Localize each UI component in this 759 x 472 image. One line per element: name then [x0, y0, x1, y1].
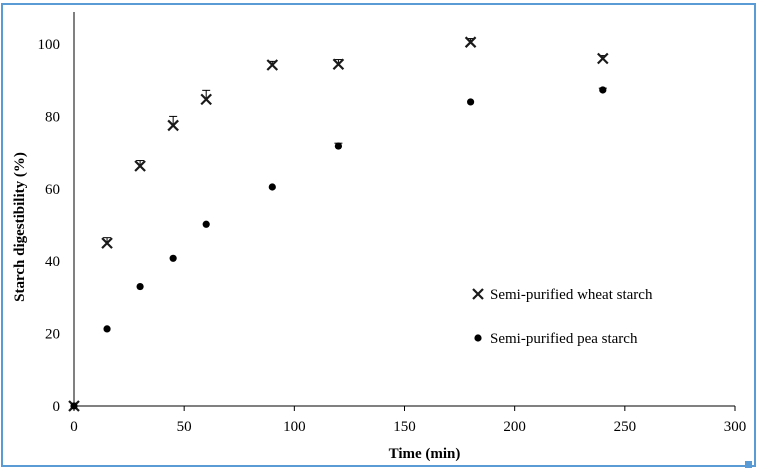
x-tick-label: 100 — [283, 419, 306, 435]
data-point-wheat — [266, 59, 279, 71]
data-point-wheat — [597, 52, 609, 65]
x-tick-label: 50 — [177, 419, 192, 435]
legend-marker-wheat — [472, 288, 484, 300]
x-tick-label: 150 — [393, 419, 416, 435]
y-tick-label: 60 — [45, 182, 60, 198]
data-point-pea — [202, 220, 210, 228]
data-point-pea — [467, 98, 475, 106]
legend-label-pea: Semi-purified pea starch — [490, 331, 638, 347]
legend-x-marker — [472, 288, 484, 300]
legend-label-wheat: Semi-purified wheat starch — [490, 287, 653, 303]
data-point-pea — [70, 402, 78, 410]
y-axis-title: Starch digestibility (%) — [12, 152, 28, 302]
x-tick-label: 250 — [614, 419, 637, 435]
data-point-wheat — [200, 93, 212, 106]
legend: Semi-purified wheat starch Semi-purified… — [472, 287, 653, 347]
error-bars — [103, 38, 607, 244]
y-tick-label: 20 — [45, 327, 60, 343]
resize-handle[interactable] — [745, 461, 752, 468]
frame-border — [1, 3, 756, 467]
data-point-wheat — [134, 160, 146, 172]
y-tick-label: 80 — [45, 109, 60, 125]
data-point-wheat — [464, 36, 477, 48]
data-point-pea — [169, 254, 177, 262]
legend-dot-marker — [474, 334, 482, 342]
data-point-wheat — [101, 237, 113, 249]
data-point-pea — [599, 86, 607, 94]
data-markers — [68, 36, 609, 412]
y-tick-label: 0 — [53, 399, 61, 415]
x-axis-ticks: 0 50 100 150 200 250 300 — [70, 406, 746, 435]
y-tick-label: 100 — [38, 37, 61, 53]
data-point-wheat — [167, 119, 179, 132]
data-point-pea — [103, 325, 111, 333]
y-axis-ticks: 0 20 40 60 80 100 — [38, 37, 61, 415]
y-tick-label: 40 — [45, 254, 60, 270]
x-tick-label: 300 — [724, 419, 747, 435]
x-tick-label: 200 — [503, 419, 526, 435]
x-axis-title: Time (min) — [389, 446, 461, 462]
legend-marker-pea — [474, 334, 482, 342]
x-tick-label: 0 — [70, 419, 78, 435]
data-point-pea — [136, 282, 144, 291]
data-point-wheat — [332, 58, 345, 71]
data-point-pea — [334, 142, 342, 150]
data-point-pea — [268, 183, 276, 191]
